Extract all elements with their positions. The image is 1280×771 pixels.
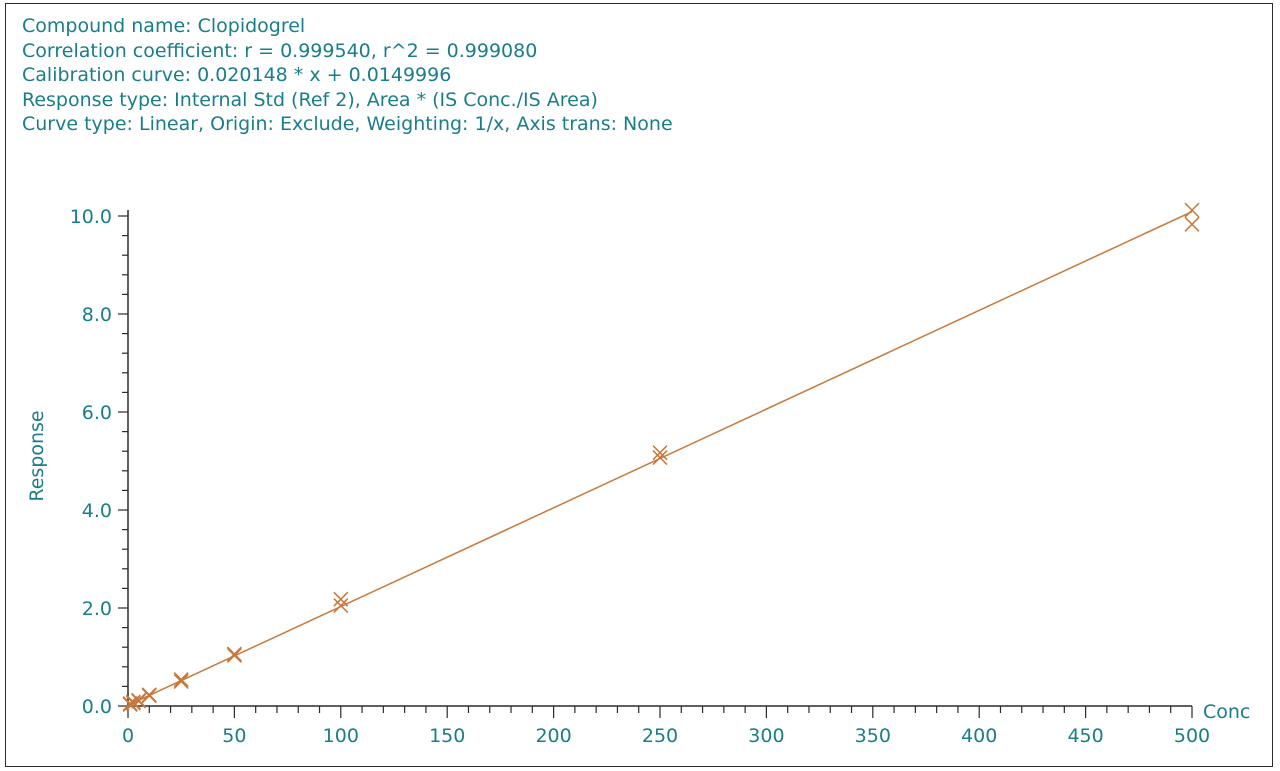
y-tick-label: 8.0 bbox=[82, 304, 112, 326]
compound-name: Compound name: Clopidogrel bbox=[22, 15, 306, 37]
data-point bbox=[173, 672, 189, 688]
data-point bbox=[125, 694, 141, 710]
x-tick-label: 100 bbox=[323, 725, 359, 747]
x-tick-label: 500 bbox=[1174, 725, 1210, 747]
x-tick-label: 0 bbox=[122, 725, 134, 747]
response-type: Response type: Internal Std (Ref 2), Are… bbox=[22, 88, 598, 111]
data-point bbox=[226, 647, 242, 664]
x-tick-label: 200 bbox=[535, 725, 571, 747]
data-point bbox=[652, 450, 668, 466]
y-tick-label: 2.0 bbox=[82, 598, 112, 620]
data-point bbox=[141, 687, 157, 703]
x-tick-label: 450 bbox=[1067, 725, 1103, 747]
points-layer bbox=[122, 202, 1200, 713]
tick-labels: 0 50 100 150 200 250 300 350 400 450 500 0.0 2.0 4.0 6… bbox=[70, 206, 1210, 747]
data-point bbox=[122, 696, 138, 712]
chart-header: Compound name: Clopidogrel Correlation c… bbox=[22, 14, 673, 137]
data-point bbox=[173, 673, 189, 690]
x-tick-label: 250 bbox=[642, 725, 678, 747]
data-point bbox=[226, 646, 242, 662]
data-point bbox=[333, 591, 349, 607]
data-point bbox=[131, 692, 147, 708]
chart-frame bbox=[5, 3, 1273, 767]
curve-type: Curve type: Linear, Origin: Exclude, Wei… bbox=[22, 113, 673, 136]
x-tick-label: 150 bbox=[429, 725, 465, 747]
y-tick-label: 4.0 bbox=[82, 500, 112, 522]
data-point bbox=[1184, 202, 1200, 218]
ticks bbox=[118, 215, 1193, 718]
x-tick-label: 400 bbox=[961, 725, 997, 747]
calibration-curve: Calibration curve: 0.020148 * x + 0.0149… bbox=[22, 64, 452, 87]
y-tick-label: 10.0 bbox=[70, 206, 112, 228]
y-tick-label: 0.0 bbox=[82, 696, 112, 718]
correlation-coefficient: Correlation coefficient: r = 0.999540, r… bbox=[22, 39, 538, 62]
x-tick-label: 300 bbox=[748, 725, 784, 747]
y-tick-label: 6.0 bbox=[82, 402, 112, 424]
data-point bbox=[652, 445, 668, 461]
y-axis-title: Response bbox=[26, 410, 48, 501]
x-axis-title: Conc bbox=[1203, 701, 1250, 723]
x-tick-label: 350 bbox=[855, 725, 891, 747]
x-tick-label: 50 bbox=[222, 725, 246, 747]
data-point bbox=[333, 598, 349, 614]
data-point bbox=[1184, 216, 1200, 232]
